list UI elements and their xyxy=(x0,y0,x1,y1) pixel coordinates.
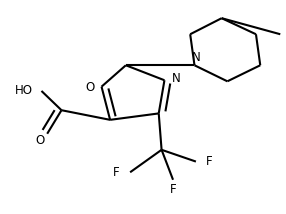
Text: N: N xyxy=(192,51,200,64)
Text: F: F xyxy=(170,183,176,196)
Text: F: F xyxy=(205,155,212,168)
Text: N: N xyxy=(172,72,181,85)
Text: HO: HO xyxy=(15,85,33,97)
Text: O: O xyxy=(85,81,94,94)
Text: O: O xyxy=(35,134,45,147)
Text: F: F xyxy=(112,166,119,179)
